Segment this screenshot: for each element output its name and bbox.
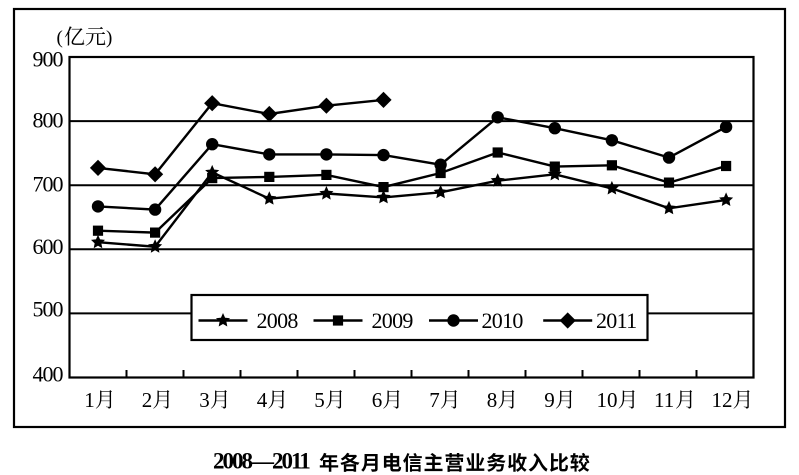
svg-text:1: 1 bbox=[84, 388, 95, 412]
svg-text:6: 6 bbox=[372, 388, 383, 412]
svg-text:600: 600 bbox=[33, 234, 64, 259]
svg-text:(: ( bbox=[57, 28, 63, 49]
svg-text:12: 12 bbox=[712, 388, 733, 412]
svg-text:500: 500 bbox=[33, 297, 64, 322]
svg-text:900: 900 bbox=[33, 46, 64, 71]
svg-text:2008: 2008 bbox=[257, 308, 299, 333]
svg-text:7: 7 bbox=[429, 388, 440, 412]
svg-text:): ) bbox=[106, 28, 112, 49]
svg-text:2008—2011: 2008—2011 bbox=[213, 449, 310, 474]
svg-text:9: 9 bbox=[544, 388, 555, 412]
svg-text:700: 700 bbox=[33, 171, 64, 196]
svg-text:5: 5 bbox=[314, 388, 325, 412]
svg-text:800: 800 bbox=[33, 107, 64, 132]
svg-text:2010: 2010 bbox=[482, 308, 524, 333]
svg-text:400: 400 bbox=[33, 361, 64, 386]
svg-text:2: 2 bbox=[142, 388, 153, 412]
svg-text:2009: 2009 bbox=[372, 308, 414, 333]
svg-text:11: 11 bbox=[654, 388, 674, 412]
svg-text:4: 4 bbox=[257, 388, 268, 412]
svg-text:3: 3 bbox=[199, 388, 210, 412]
svg-text:2011: 2011 bbox=[596, 308, 636, 333]
svg-text:10: 10 bbox=[597, 388, 618, 412]
svg-text:8: 8 bbox=[487, 388, 498, 412]
